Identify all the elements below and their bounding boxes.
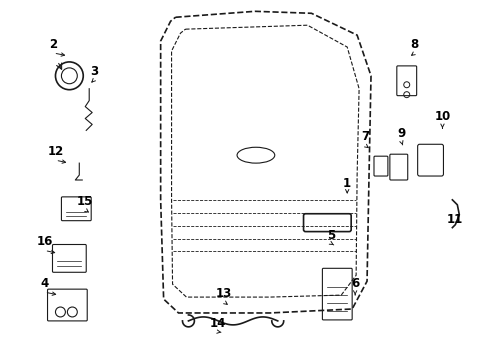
Text: 1: 1 (343, 177, 350, 190)
Text: 10: 10 (433, 111, 449, 123)
Text: 3: 3 (90, 65, 98, 78)
Text: 15: 15 (77, 195, 93, 208)
Text: 7: 7 (360, 130, 368, 143)
Text: 12: 12 (47, 145, 63, 158)
Text: 16: 16 (36, 235, 53, 248)
Text: 5: 5 (326, 229, 335, 242)
Text: 8: 8 (410, 38, 418, 51)
Text: 6: 6 (350, 277, 359, 290)
Text: 4: 4 (41, 277, 49, 290)
Text: 14: 14 (209, 317, 226, 330)
Text: 2: 2 (49, 38, 58, 51)
Text: 9: 9 (397, 127, 405, 140)
Text: 11: 11 (446, 213, 462, 226)
Text: 13: 13 (216, 287, 232, 300)
